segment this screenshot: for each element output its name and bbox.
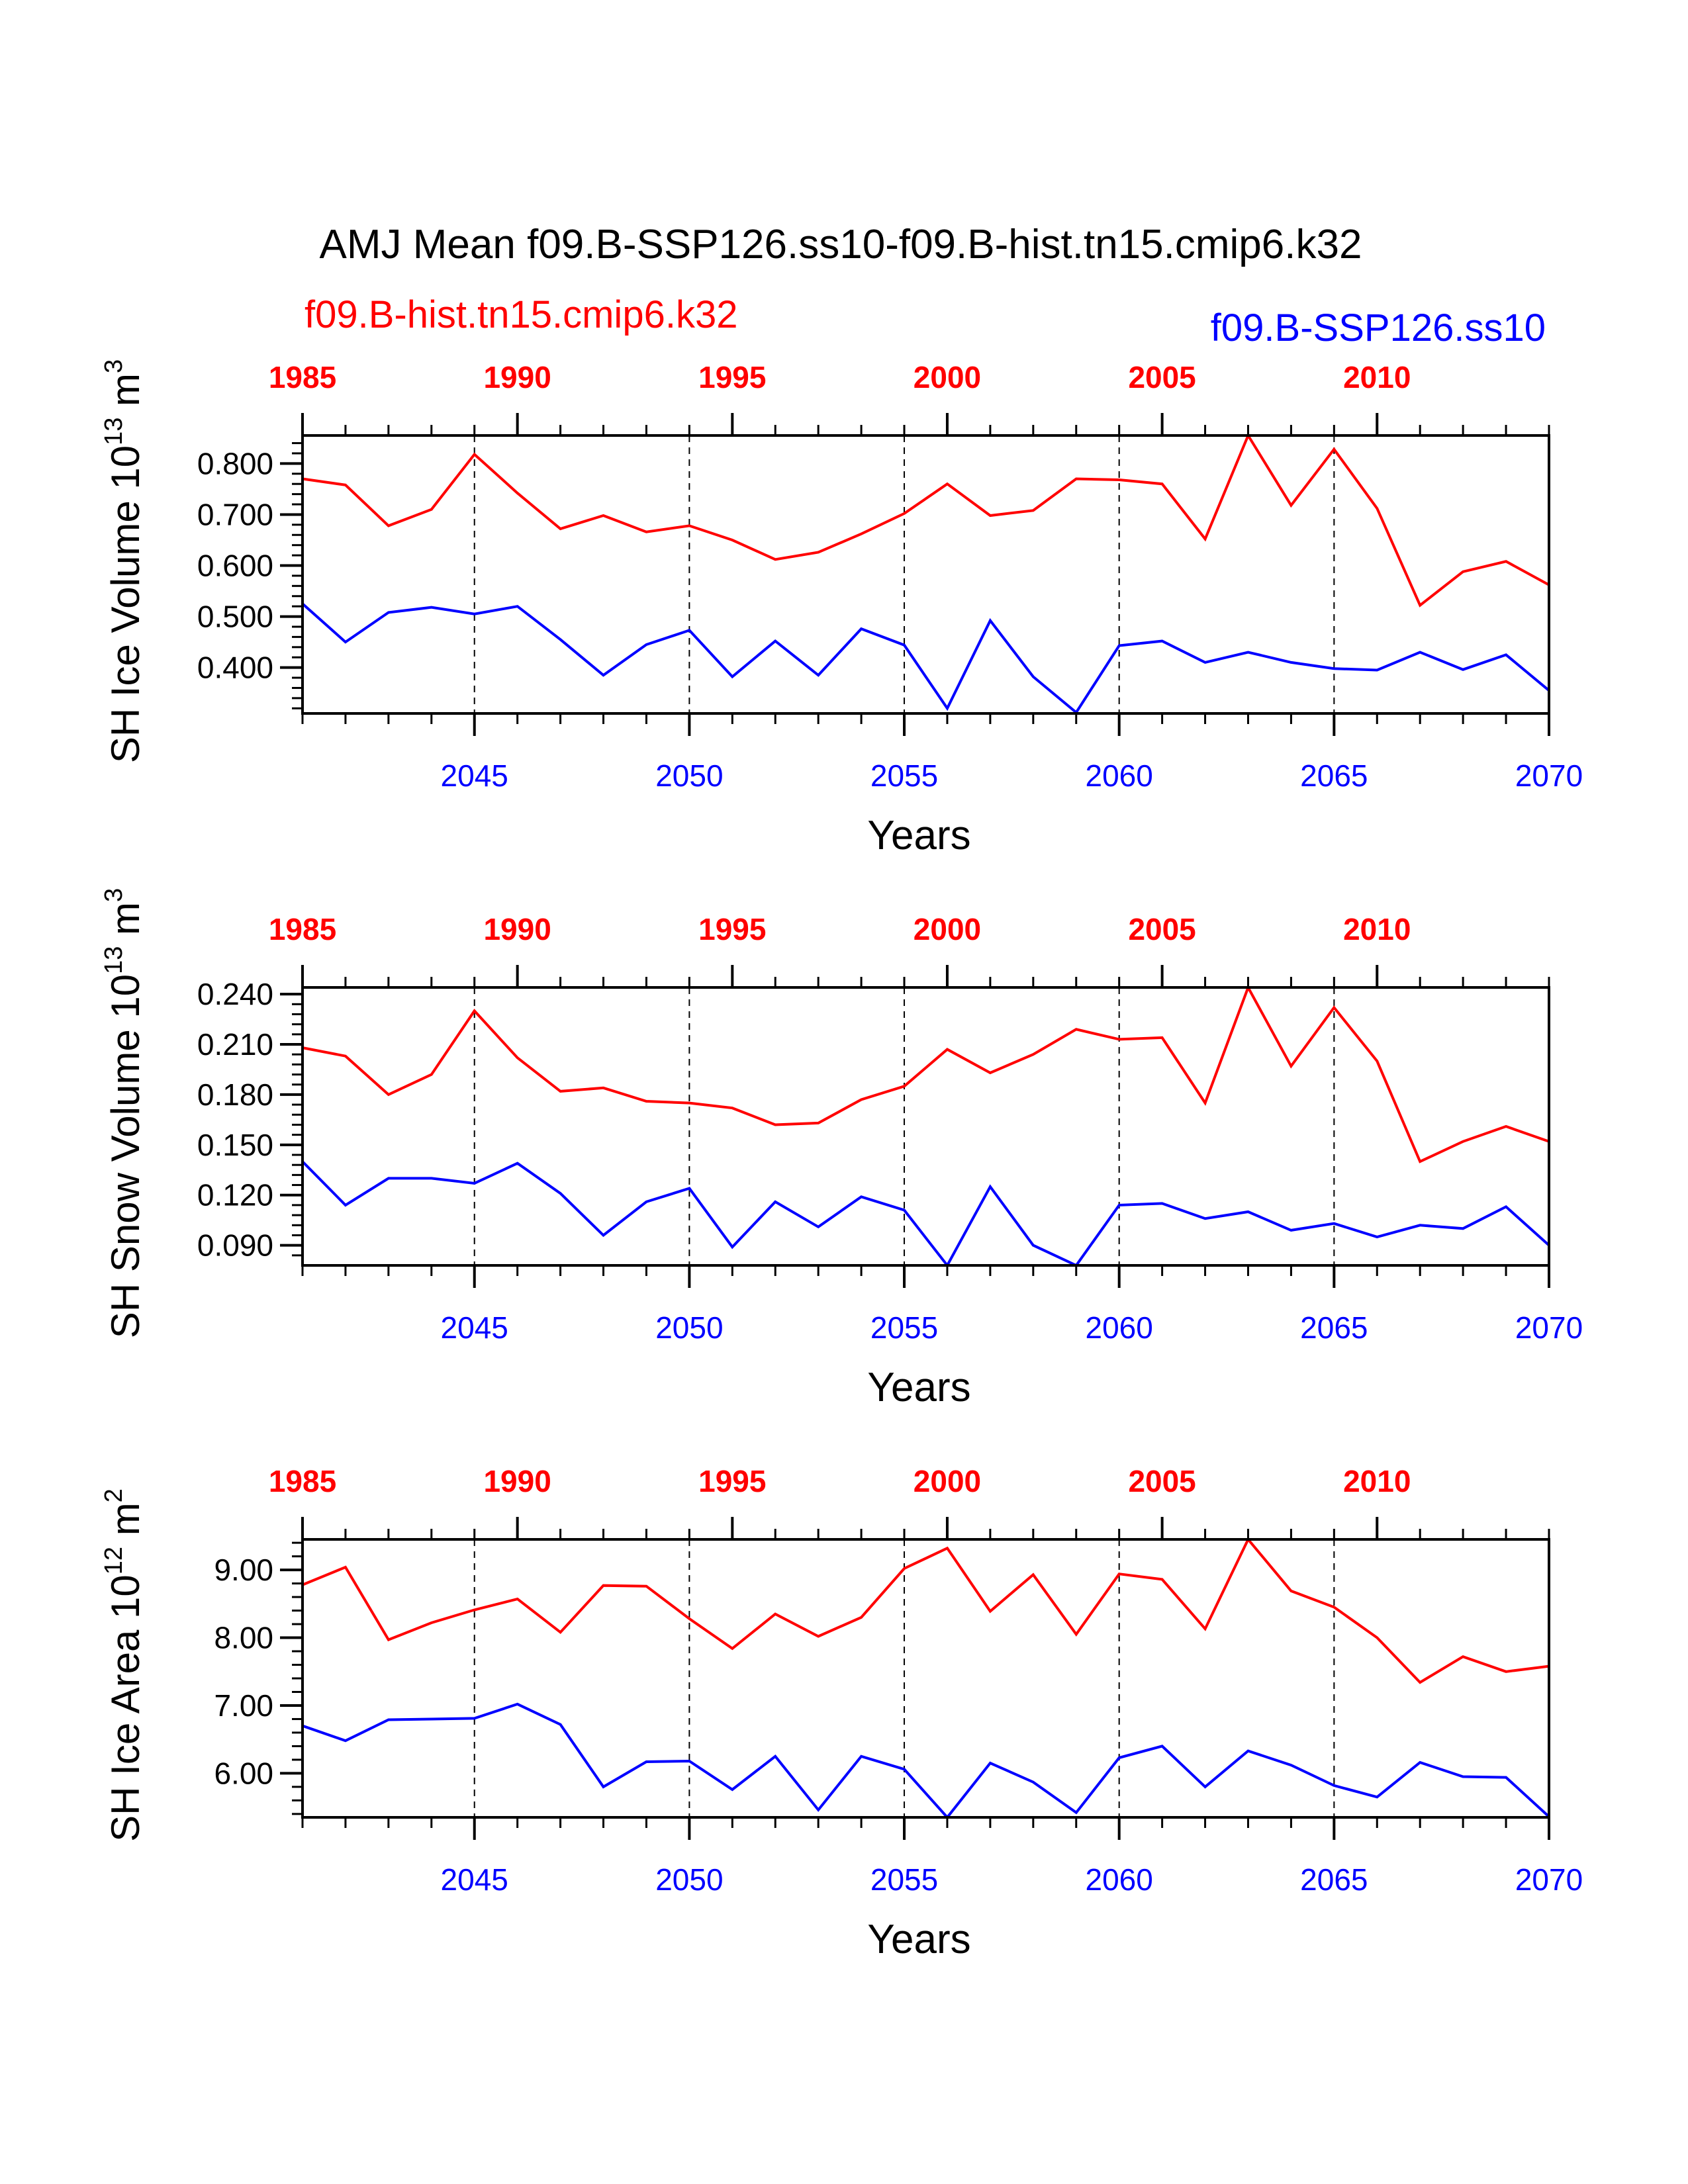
tick-label-y-2: 0.600 [197,549,273,583]
tick-label-bottom-2055: 2055 [870,758,938,793]
y-axis-label-main: SH Ice Volume 10 [103,445,148,763]
tick-label-y-4: 0.800 [197,446,273,480]
tick-label-top-1995: 1995 [698,1464,766,1498]
chart-title: AMJ Mean f09.B-SSP126.ss10-f09.B-hist.tn… [320,222,1362,267]
y-axis-label-unit_exp: 3 [100,888,128,902]
tick-label-top-1995: 1995 [698,360,766,394]
tick-label-top-2000: 2000 [914,1464,981,1498]
y-axis-label: SH Snow Volume 1013 m3 [100,888,148,1338]
tick-label-y-1: 0.500 [197,600,273,634]
panel-1: 2045 2050 2055 2060 2065 2070 1985 1990 1995 2000… [100,359,1583,858]
tick-label-bottom-2065: 2065 [1300,1862,1368,1897]
x-axis-label: Years [867,1365,970,1410]
plot-frame [301,986,1550,1267]
tick-label-top-1985: 1985 [269,360,336,394]
y-axis-label-unit_exp: 3 [100,359,128,373]
tick-label-bottom-2065: 2065 [1300,758,1368,793]
tick-label-top-2005: 2005 [1128,360,1196,394]
plot-frame [301,1538,1550,1819]
y-axis-label-exp: 13 [100,946,128,974]
series-hist-line [302,1537,1550,1684]
tick-label-top-2005: 2005 [1128,1464,1196,1498]
tick-label-bottom-2045: 2045 [441,758,508,793]
tick-label-y-4: 0.210 [197,1027,273,1062]
tick-label-bottom-2070: 2070 [1515,758,1583,793]
series-hist-line [302,432,1550,608]
y-axis-label-unit: m [103,373,148,418]
tick-label-bottom-2070: 2070 [1515,1862,1583,1897]
series-ssp-line [301,1160,1550,1268]
y-axis-label-unit: m [103,1502,148,1547]
tick-label-y-0: 0.090 [197,1228,273,1263]
tick-label-y-0: 6.00 [214,1756,273,1790]
tick-label-y-0: 0.400 [197,651,273,685]
tick-label-top-2005: 2005 [1128,912,1196,946]
y-axis-label-unit_exp: 2 [100,1488,128,1502]
tick-label-top-2010: 2010 [1343,912,1411,946]
series-hist-line [302,984,1550,1163]
panel-3: 2045 2050 2055 2060 2065 2070 1985 1990 1995 2000… [100,1464,1583,1962]
tick-label-bottom-2050: 2050 [655,758,723,793]
panels: 2045 2050 2055 2060 2065 2070 1985 1990 1995 2000… [100,359,1583,1962]
x-axis-label: Years [867,1917,970,1962]
x-axis-label: Years [867,813,970,858]
series-ssp-line [302,1702,1550,1820]
y-axis-label-main: SH Snow Volume 10 [103,974,148,1338]
y-axis-label-main: SH Ice Area 10 [103,1574,148,1842]
tick-label-y-3: 0.180 [197,1077,273,1112]
y-axis-label-exp: 12 [100,1547,128,1574]
tick-label-bottom-2070: 2070 [1515,1310,1583,1345]
tick-label-bottom-2050: 2050 [655,1862,723,1897]
tick-label-bottom-2055: 2055 [870,1862,938,1897]
tick-label-top-1990: 1990 [483,1464,551,1498]
tick-label-bottom-2060: 2060 [1086,1310,1153,1345]
tick-label-top-1990: 1990 [483,360,551,394]
y-axis-label-exp: 13 [100,418,128,445]
tick-label-top-1985: 1985 [269,912,336,946]
tick-label-top-2000: 2000 [914,912,981,946]
y-axis-label: SH Ice Area 1012 m2 [100,1488,148,1842]
tick-label-y-1: 7.00 [214,1688,273,1723]
tick-label-bottom-2045: 2045 [441,1862,508,1897]
tick-label-top-2010: 2010 [1343,360,1411,394]
tick-label-y-2: 8.00 [214,1621,273,1655]
tick-label-bottom-2060: 2060 [1086,1862,1153,1897]
tick-label-top-1985: 1985 [269,1464,336,1498]
legend-ssp: f09.B-SSP126.ss10 [1211,306,1546,349]
series-ssp-line [301,602,1550,715]
plot-frame [301,434,1550,715]
y-axis-label: SH Ice Volume 1013 m3 [100,359,148,763]
tick-label-y-5: 0.240 [197,977,273,1011]
tick-label-top-2010: 2010 [1343,1464,1411,1498]
tick-label-bottom-2050: 2050 [655,1310,723,1345]
tick-label-y-3: 9.00 [214,1553,273,1587]
panel-2: 2045 2050 2055 2060 2065 2070 1985 1990 1995 2000… [100,888,1583,1410]
tick-label-y-3: 0.700 [197,497,273,531]
tick-label-top-1990: 1990 [483,912,551,946]
tick-label-y-1: 0.120 [197,1178,273,1212]
tick-label-bottom-2055: 2055 [870,1310,938,1345]
y-axis-label-unit: m [103,902,148,946]
tick-label-top-2000: 2000 [914,360,981,394]
legend-hist: f09.B-hist.tn15.cmip6.k32 [305,293,737,336]
tick-label-bottom-2045: 2045 [441,1310,508,1345]
tick-label-bottom-2060: 2060 [1086,758,1153,793]
tick-label-top-1995: 1995 [698,912,766,946]
tick-label-bottom-2065: 2065 [1300,1310,1368,1345]
tick-label-y-2: 0.150 [197,1128,273,1162]
